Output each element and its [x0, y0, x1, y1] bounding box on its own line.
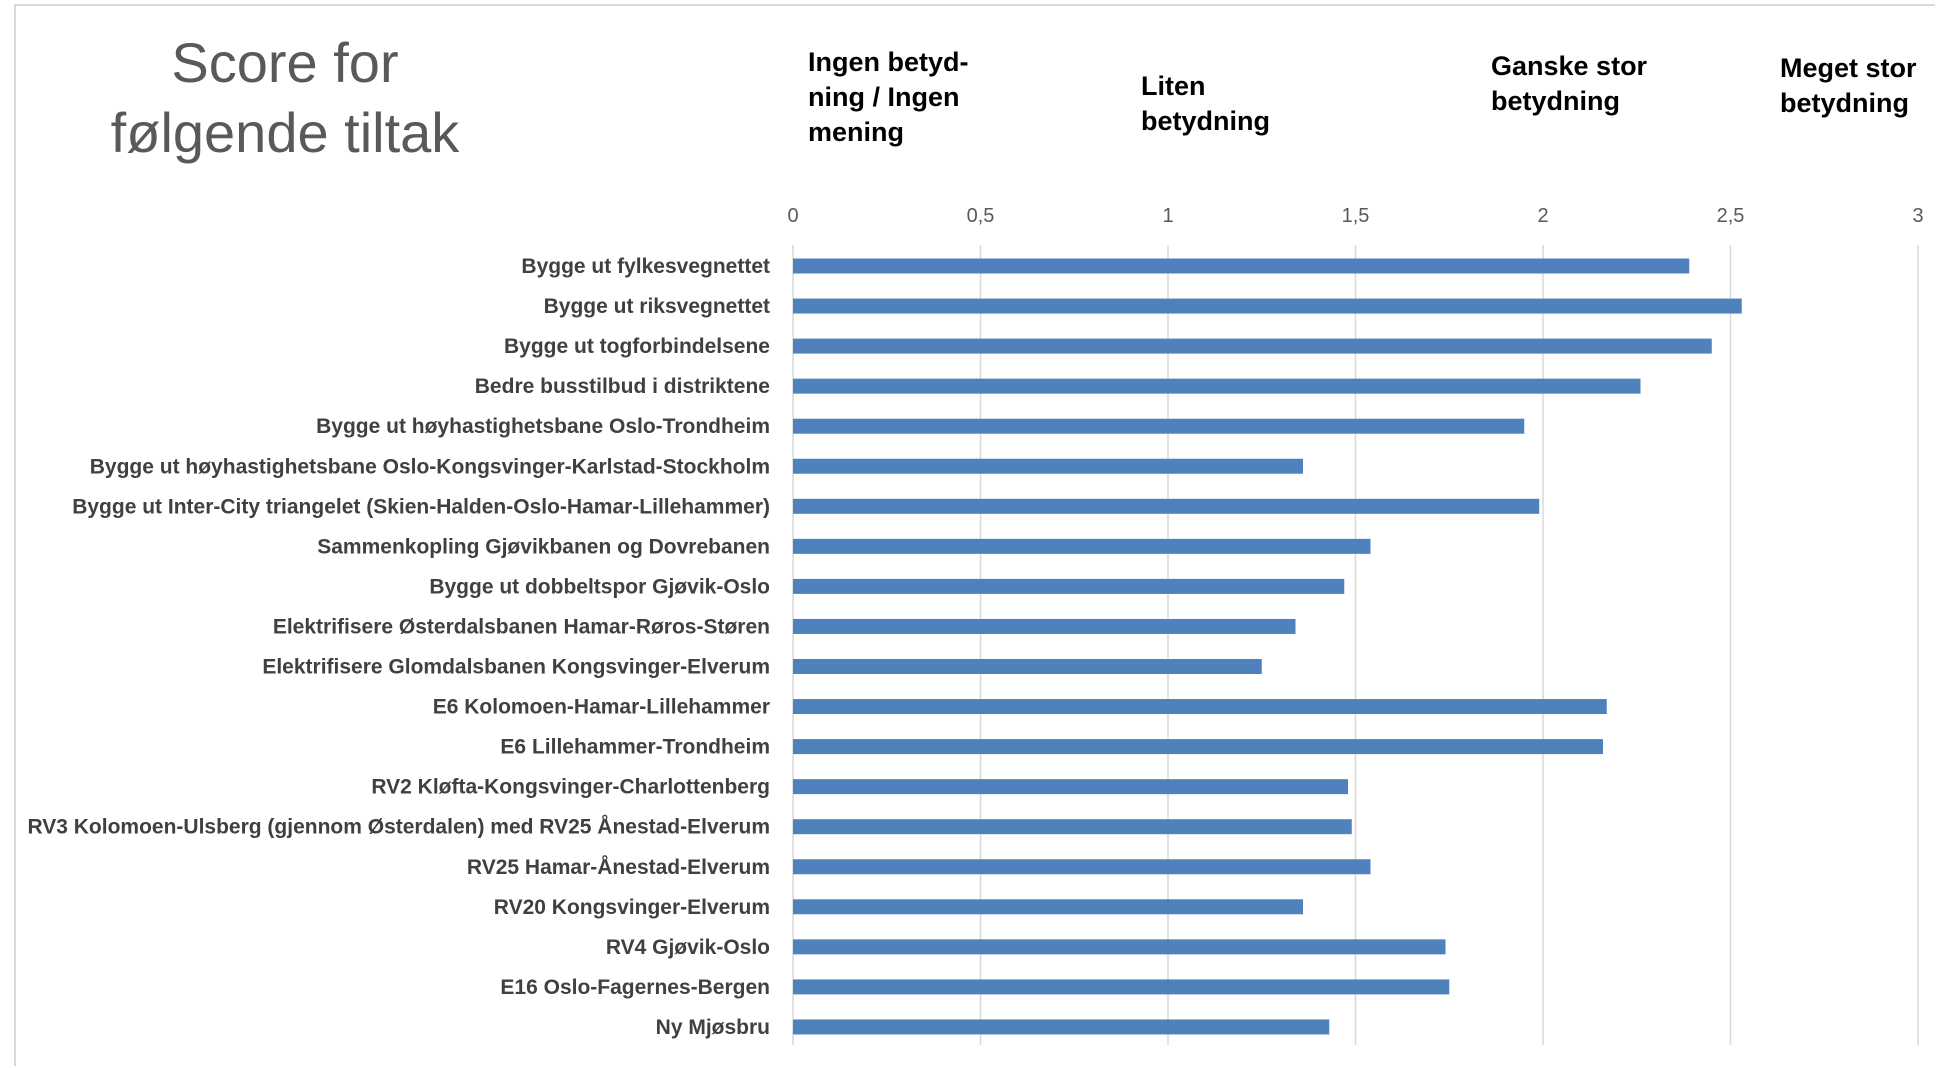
category-label: RV20 Kongsvinger-Elverum: [494, 896, 770, 919]
x-tick-label: 2,5: [1717, 205, 1745, 227]
bar: [793, 538, 1371, 554]
bar: [793, 699, 1607, 715]
bar: [793, 618, 1296, 634]
x-tick-label: 1: [1162, 205, 1173, 227]
bar: [793, 939, 1446, 955]
bar: [793, 258, 1690, 274]
category-label: E6 Kolomoen-Hamar-Lillehammer: [433, 696, 770, 719]
bar: [793, 979, 1450, 995]
category-label: Bygge ut Inter-City triangelet (Skien-Ha…: [72, 495, 770, 518]
chart-frame: [14, 4, 1935, 1066]
bar: [793, 739, 1603, 755]
category-label: Elektrifisere Østerdalsbanen Hamar-Røros…: [273, 615, 770, 638]
bar: [793, 458, 1303, 474]
bar: [793, 298, 1742, 314]
scale-label-fairly-large: Ganske stor betydning: [1491, 51, 1648, 116]
bar: [793, 418, 1525, 434]
scale-label-very-large: Meget stor betydning: [1780, 53, 1917, 118]
bar: [793, 899, 1303, 915]
x-tick-label: 2: [1537, 205, 1548, 227]
bar: [793, 1019, 1330, 1035]
category-label: Bygge ut fylkesvegnettet: [521, 255, 770, 278]
bar: [793, 859, 1371, 875]
bar: [793, 819, 1352, 835]
category-label: Bygge ut togforbindelsene: [504, 335, 770, 358]
bar: [793, 578, 1345, 594]
category-label: Sammenkopling Gjøvikbanen og Dovrebanen: [317, 535, 770, 558]
category-label: Ny Mjøsbru: [656, 1016, 770, 1039]
category-label: RV2 Kløfta-Kongsvinger-Charlottenberg: [371, 776, 770, 799]
x-tick-label: 0: [787, 205, 798, 227]
category-label: Bygge ut høyhastighetsbane Oslo-Kongsvin…: [90, 455, 770, 478]
category-label: Bedre busstilbud i distriktene: [475, 375, 770, 398]
category-label: RV4 Gjøvik-Oslo: [606, 936, 770, 959]
category-label: E16 Oslo-Fagernes-Bergen: [500, 976, 770, 999]
category-label: Bygge ut høyhastighetsbane Oslo-Trondhei…: [316, 415, 770, 438]
category-label: RV3 Kolomoen-Ulsberg (gjennom Østerdalen…: [27, 815, 770, 839]
chart-title: Score for følgende tiltak: [110, 31, 460, 164]
x-tick-label: 3: [1912, 205, 1923, 227]
bar: [793, 498, 1540, 514]
bar: [793, 779, 1348, 795]
bar: [793, 338, 1712, 354]
category-label: RV25 Hamar-Ånestad-Elverum: [467, 855, 770, 879]
category-label: E6 Lillehammer-Trondheim: [500, 736, 770, 759]
bar: [793, 659, 1262, 674]
scale-label-small: Liten betydning: [1141, 71, 1270, 136]
category-label: Elektrifisere Glomdalsbanen Kongsvinger-…: [262, 656, 770, 679]
category-label: Bygge ut dobbeltspor Gjøvik-Oslo: [429, 575, 770, 598]
x-tick-label: 1,5: [1342, 205, 1370, 227]
x-tick-label: 0,5: [967, 205, 995, 227]
category-label: Bygge ut riksvegnettet: [544, 295, 770, 318]
bar: [793, 378, 1641, 394]
scale-label-none: Ingen betyd- ning / Ingen mening: [808, 47, 969, 147]
